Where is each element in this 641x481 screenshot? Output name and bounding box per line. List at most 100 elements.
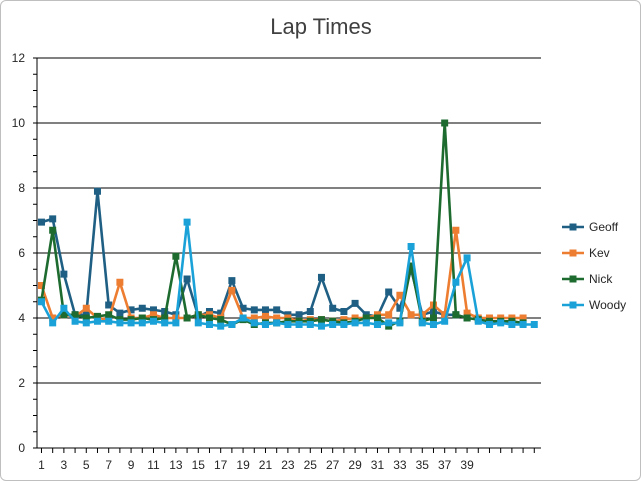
legend-label: Geoff <box>589 220 619 234</box>
data-point <box>317 322 325 330</box>
data-point <box>37 218 45 226</box>
data-point <box>217 309 225 317</box>
data-point <box>474 317 482 325</box>
series-lines <box>37 119 538 330</box>
data-point <box>317 273 325 281</box>
data-point <box>82 314 90 322</box>
data-point <box>385 288 393 296</box>
data-point <box>329 304 337 312</box>
x-tick-label: 37 <box>438 458 452 472</box>
data-point <box>217 316 225 324</box>
y-tick-label: 2 <box>18 376 25 390</box>
x-tick-label: 9 <box>128 458 135 472</box>
data-point <box>205 314 213 322</box>
x-tick-label: 19 <box>236 458 250 472</box>
data-point <box>37 282 45 289</box>
data-point <box>340 308 348 315</box>
data-point <box>239 304 247 312</box>
legend-entry: Nick <box>562 272 613 286</box>
data-point <box>429 314 437 322</box>
data-point <box>217 322 225 330</box>
data-point <box>228 321 236 328</box>
data-point <box>250 306 258 314</box>
data-point <box>407 243 415 250</box>
data-point <box>396 304 404 312</box>
data-point <box>452 278 460 286</box>
data-point <box>60 311 68 319</box>
x-tick-label: 11 <box>147 458 160 472</box>
legend-swatch-marker <box>569 249 577 257</box>
data-point <box>49 215 57 223</box>
x-tick-label: 25 <box>304 458 318 472</box>
x-tick-label: 7 <box>105 458 112 472</box>
data-point <box>485 321 493 328</box>
data-point <box>60 270 68 278</box>
data-point <box>93 312 101 320</box>
data-point <box>138 304 146 312</box>
data-point <box>317 316 325 324</box>
data-point <box>261 312 269 320</box>
data-point <box>194 319 202 327</box>
x-tick-label: 33 <box>393 458 407 472</box>
legend-label: Kev <box>589 246 610 260</box>
data-point <box>183 218 191 226</box>
data-point <box>385 319 393 327</box>
gridlines <box>37 57 541 384</box>
data-point <box>273 306 281 314</box>
data-point <box>519 314 527 322</box>
data-point <box>441 311 449 319</box>
x-tick-label: 15 <box>192 458 206 472</box>
data-point <box>138 319 146 327</box>
x-tick-label: 5 <box>83 458 90 472</box>
y-tick-label: 6 <box>18 246 25 260</box>
data-point <box>340 321 348 328</box>
data-point <box>71 317 79 325</box>
data-point <box>452 311 460 319</box>
data-point <box>93 187 101 195</box>
data-point <box>82 304 90 312</box>
y-tick-label: 8 <box>18 181 25 195</box>
data-point <box>497 319 505 327</box>
data-point <box>116 319 124 327</box>
data-point <box>93 317 101 325</box>
x-tick-label: 23 <box>281 458 295 472</box>
data-point <box>149 306 157 314</box>
legend-entry: Geoff <box>562 220 619 234</box>
data-point <box>508 321 516 328</box>
legend-label: Nick <box>589 272 613 286</box>
x-tick-label: 17 <box>214 458 228 472</box>
data-point <box>250 314 258 322</box>
data-point <box>105 311 113 319</box>
chart-title: Lap Times <box>270 14 372 39</box>
data-point <box>49 314 57 322</box>
data-point <box>306 308 314 315</box>
data-point <box>105 301 113 309</box>
x-tick-label: 31 <box>371 458 385 472</box>
data-point <box>138 314 146 322</box>
data-point <box>329 321 337 328</box>
x-tick-label: 13 <box>169 458 183 472</box>
data-point <box>105 317 113 325</box>
data-point <box>250 319 258 327</box>
axes <box>33 57 541 453</box>
data-point <box>149 311 157 319</box>
data-point <box>37 298 45 306</box>
series-nick <box>37 119 527 330</box>
x-tick-labels: 1 3 5 7 9 11 13 15 17 19 21 23 25 27 29 31 33 35 37 39 <box>38 458 474 472</box>
legend-swatch-marker <box>569 223 577 231</box>
data-point <box>407 262 415 270</box>
data-point <box>373 314 381 322</box>
legend-entry: Woody <box>562 298 626 312</box>
data-point <box>116 309 124 317</box>
data-point <box>429 321 437 328</box>
data-point <box>239 314 247 322</box>
x-tick-label: 27 <box>326 458 340 472</box>
y-tick-label: 10 <box>12 116 26 130</box>
data-point <box>127 319 135 327</box>
x-tick-label: 29 <box>348 458 362 472</box>
data-point <box>351 319 359 327</box>
y-tick-label: 0 <box>18 441 25 455</box>
data-point <box>295 321 303 328</box>
data-point <box>407 311 415 319</box>
data-point <box>116 278 124 286</box>
